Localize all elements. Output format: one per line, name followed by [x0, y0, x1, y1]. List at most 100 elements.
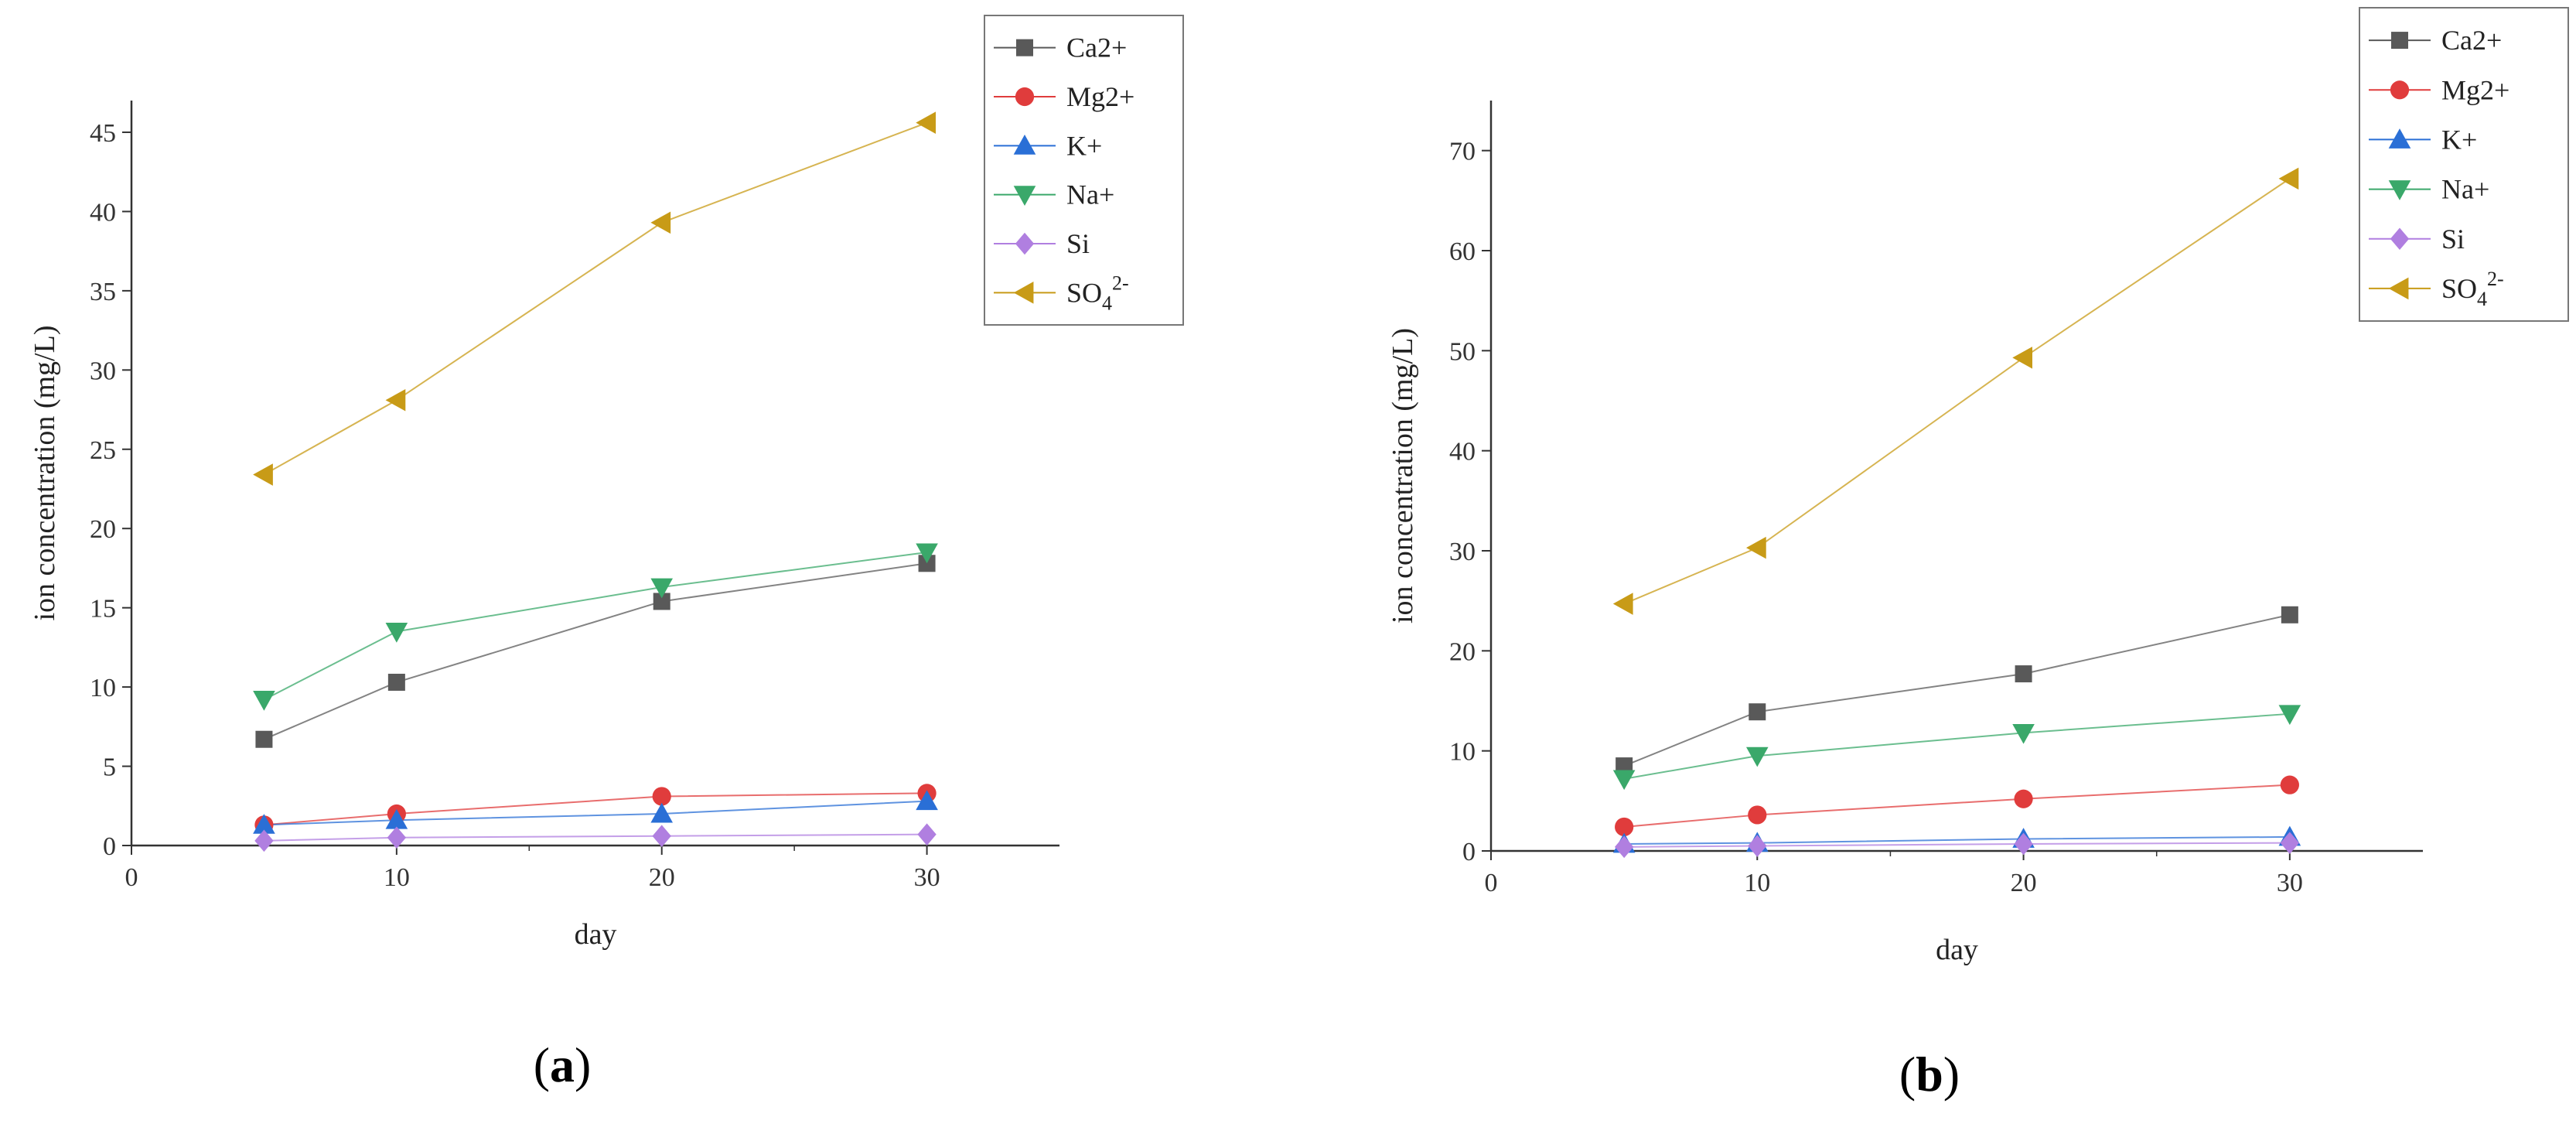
chart-b-series-line-2 [1624, 835, 2290, 845]
chart-b-x-tick-label: 0 [1485, 869, 1498, 897]
chart-a-legend-label-sup: 2- [1112, 272, 1129, 294]
chart-a-legend-label-base: SO [1066, 277, 1102, 308]
chart-a-point-2-3 [916, 790, 938, 811]
chart-b-x-tick-label: 20 [2011, 869, 2037, 897]
chart-a-legend: Ca2+ Mg2+ K+ Na+ Si SO42- [984, 15, 1184, 326]
chart-a-x-tick-label: 0 [125, 863, 138, 892]
chart-a-legend-marker-1 [1015, 87, 1035, 107]
chart-b-legend-label-3: Na+ [2441, 174, 2489, 205]
chart-b-legend-label-sub: 4 [2477, 288, 2487, 310]
chart-a-x-tick-label: 10 [384, 863, 410, 892]
chart-b-y-tick-label: 20 [1449, 637, 1476, 666]
chart-b-series-line-4 [1624, 842, 2290, 848]
chart-b-point-3-3 [2278, 705, 2301, 726]
chart-a-legend-label-5: SO42- [1066, 272, 1129, 314]
chart-a-legend-label-1: Mg2+ [1066, 81, 1134, 112]
chart-a-legend-marker-0 [1016, 39, 1033, 56]
chart-b-legend-marker-0 [2391, 32, 2408, 50]
chart-b-legend: Ca2+ Mg2+ K+ Na+ Si SO42- [2359, 7, 2569, 322]
chart-a-point-3-2 [650, 578, 674, 599]
chart-a-legend-marker-4 [1015, 232, 1035, 255]
chart-a-series-line-3 [263, 551, 927, 701]
chart-a-panel-label: (a) [534, 1037, 592, 1092]
chart-b-y-axis-title: ion concentration (mg/L) [1387, 328, 1419, 623]
chart-a-legend-label-sub: 4 [1102, 292, 1112, 314]
chart-b-panel-open: ( [1899, 1047, 1916, 1102]
chart-b-x-tick-label: 10 [1744, 869, 1770, 897]
chart-a-point-3-0 [253, 691, 275, 711]
chart-b-point-1-2 [2014, 789, 2033, 808]
chart-b-point-4-0 [1614, 835, 1634, 859]
chart-b-legend-label-2: K+ [2441, 124, 2477, 155]
chart-b-legend-label-0: Ca2+ [2441, 25, 2502, 56]
chart-a-point-5-0 [253, 463, 273, 486]
chart-b-legend-box [2359, 7, 2569, 322]
chart-a-x-axis-title: day [575, 918, 617, 951]
chart-b-point-4-1 [1748, 835, 1767, 857]
chart-b-point-1-0 [1615, 817, 1634, 837]
chart-b-point-3-0 [1612, 770, 1636, 791]
chart-b-series-line-0 [1623, 613, 2291, 767]
chart-a-y-tick-label: 30 [90, 357, 116, 385]
chart-b-legend-marker-5 [2388, 277, 2409, 300]
chart-b-legend-marker-2 [2388, 128, 2411, 149]
chart-a-point-0-0 [255, 730, 273, 748]
chart-a: 0 5 10 15 20 25 30 35 40 45 0 10 20 30 day ion concentr… [29, 15, 1184, 1092]
chart-b-point-5-1 [1745, 536, 1766, 559]
chart-a-y-tick-label: 45 [90, 119, 116, 148]
chart-b-point-3-1 [1745, 746, 1769, 767]
chart-a-point-2-0 [253, 814, 275, 834]
chart-a-point-0-1 [387, 673, 405, 691]
chart-a-y-axis-title: ion concentration (mg/L) [29, 326, 61, 621]
chart-b-point-5-2 [2012, 347, 2033, 369]
chart-b-legend-label-sup: 2- [2487, 268, 2504, 290]
chart-b-y-tick-label: 40 [1449, 438, 1476, 466]
chart-a-y-tick-label: 40 [90, 198, 116, 227]
chart-a-series-line-2 [264, 800, 927, 826]
chart-a-point-2-2 [650, 802, 674, 823]
chart-b-y-tick-label: 50 [1449, 337, 1476, 366]
chart-a-point-1-2 [652, 787, 671, 806]
chart-b-point-3-2 [2012, 723, 2035, 744]
chart-a-legend-label-4: Si [1066, 228, 1090, 259]
chart-a-point-4-2 [652, 825, 671, 848]
chart-b-panel-letter: b [1916, 1047, 1943, 1102]
chart-a-series-line-0 [264, 562, 927, 740]
chart-a-legend-marker-5 [1013, 282, 1034, 304]
chart-b-point-5-0 [1612, 593, 1633, 615]
chart-b-x-axis-title: day [1936, 934, 1978, 966]
chart-b-legend-label-5: SO42- [2441, 268, 2504, 310]
chart-b-legend-label-4: Si [2441, 224, 2465, 255]
chart-b-x-tick-label: 30 [2277, 869, 2303, 897]
chart-a-point-0-2 [653, 593, 670, 610]
chart-a-point-4-1 [387, 826, 407, 849]
chart-a-point-5-1 [385, 388, 406, 412]
chart-b-point-0-3 [2281, 606, 2298, 623]
chart-a-point-0-3 [918, 555, 936, 572]
chart-a-point-5-2 [650, 211, 671, 234]
chart-a-point-2-1 [385, 808, 408, 829]
chart-b-point-1-1 [1748, 805, 1767, 825]
chart-a-series-line-1 [264, 792, 927, 826]
chart-a-legend-label-2: K+ [1066, 130, 1102, 161]
chart-a-y-tick-label: 10 [90, 674, 116, 702]
chart-a-x-tick-label: 20 [649, 863, 675, 892]
chart-a-y-tick-label: 35 [90, 278, 116, 306]
chart-a-panel-letter: a [550, 1037, 575, 1092]
chart-b-series-line-1 [1624, 784, 2290, 828]
chart-a-legend-marker-3 [1013, 186, 1036, 206]
chart-b-legend-label-base: SO [2441, 273, 2477, 304]
chart-b-point-4-3 [2280, 832, 2300, 854]
chart-a-y-tick-label: 20 [90, 515, 116, 544]
chart-b-series-line-5 [1623, 178, 2291, 605]
chart-b-point-5-3 [2278, 167, 2299, 190]
chart-a-point-5-3 [916, 111, 937, 134]
chart-a-y-tick-label: 0 [103, 832, 116, 861]
chart-b-point-0-1 [1749, 703, 1766, 721]
chart-b-legend-marker-3 [2388, 180, 2411, 200]
chart-a-legend-label-0: Ca2+ [1066, 32, 1127, 63]
chart-a-legend-box [984, 15, 1184, 326]
chart-a-series-line-4 [264, 833, 927, 842]
chart-a-y-tick-label: 15 [90, 595, 116, 623]
